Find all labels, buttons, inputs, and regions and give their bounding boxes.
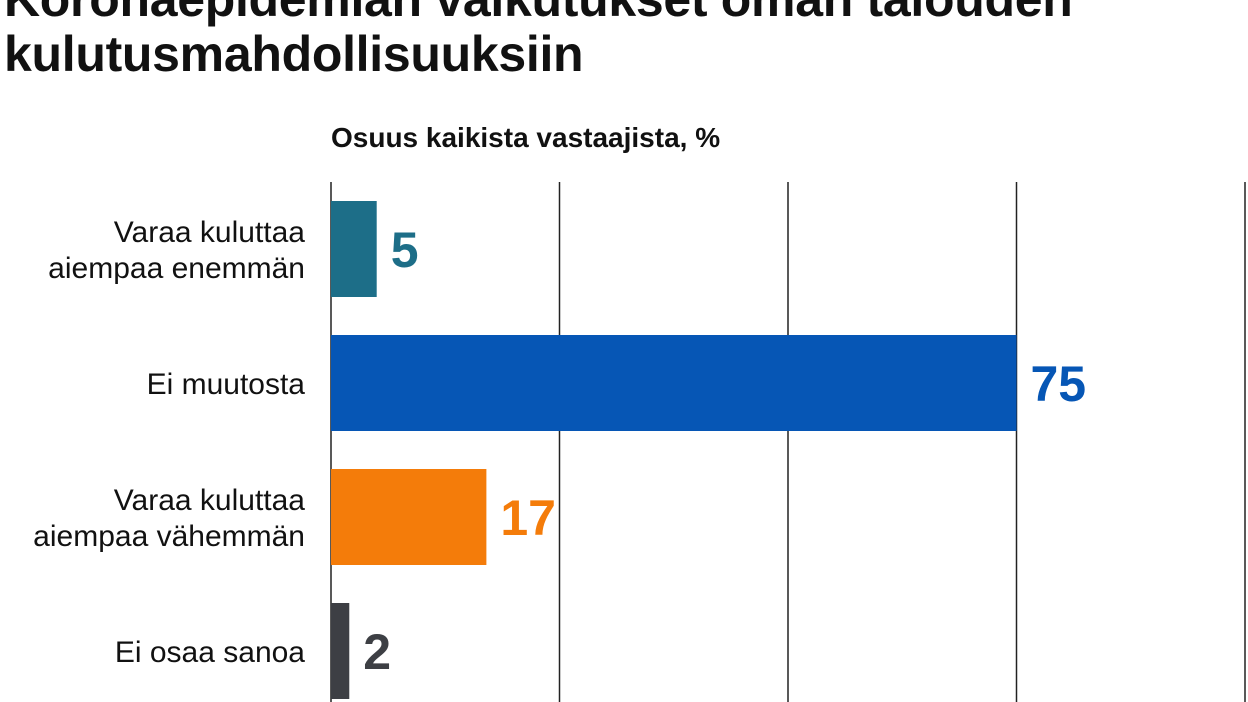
category-label-3: Ei osaa sanoa: [115, 636, 305, 669]
chart-title-line-2: kulutusmahdollisuuksiin: [4, 26, 584, 82]
category-label-0: Varaa kuluttaa aiempaa enemmän: [48, 216, 305, 285]
value-label-0: 5: [391, 222, 419, 278]
chart-title-line-1: Koronaepidemian vaikutukset oman taloude…: [4, 0, 1244, 27]
bar-2: [331, 469, 487, 565]
bar-1: [331, 335, 1017, 431]
value-label-3: 2: [363, 624, 391, 680]
chart-title: Koronaepidemian vaikutukset oman taloude…: [4, 0, 1244, 82]
category-label-1: Ei muutosta: [147, 368, 306, 401]
bar-0: [331, 201, 377, 297]
value-label-1: 75: [1031, 356, 1087, 412]
chart-subtitle: Osuus kaikista vastaajista, %: [331, 122, 721, 153]
bar-3: [331, 603, 350, 699]
category-label-2: Varaa kuluttaa aiempaa vähemmän: [33, 484, 305, 553]
value-label-2: 17: [500, 490, 556, 546]
